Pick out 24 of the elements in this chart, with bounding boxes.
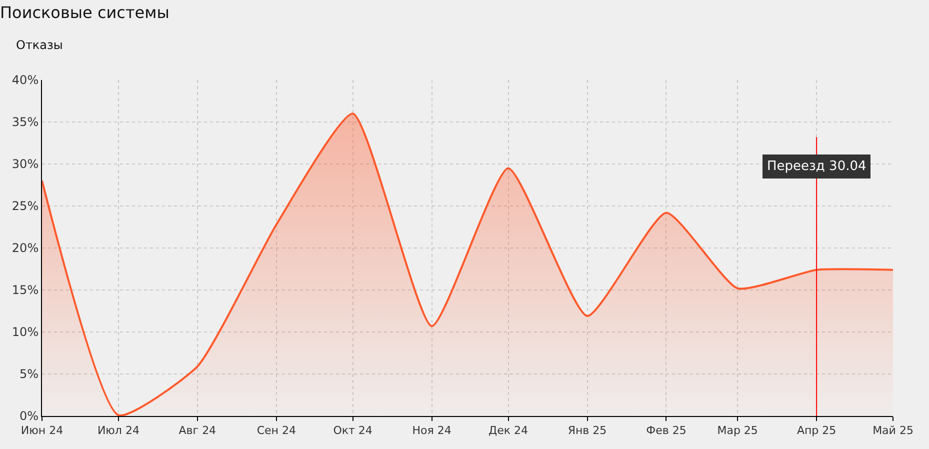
y-tick-label: 35% [12,115,39,130]
chart-subtitle: Отказы [16,38,63,52]
chart-title: Поисковые системы [0,2,170,22]
x-tick-label: Июн 24 [20,424,64,438]
ref-line-label: Переезд 30.04 [767,159,866,174]
x-tick-label: Фев 25 [646,424,686,438]
y-tick-label: 10% [12,325,39,340]
x-tick-label: Май 25 [872,424,914,438]
x-tick-label: Янв 25 [568,424,607,438]
y-tick-label: 5% [20,367,39,382]
x-tick-label: Сен 24 [256,424,296,438]
x-tick-label: Дек 24 [488,424,528,438]
x-tick-label: Мар 25 [717,424,758,438]
x-tick-label: Ноя 24 [412,424,452,438]
y-tick-label: 0% [20,409,39,424]
y-tick-label: 30% [12,157,39,172]
y-tick-label: 20% [12,241,39,256]
y-tick-label: 15% [12,283,39,298]
x-tick-label: Июл 24 [97,424,140,438]
x-tick-label: Апр 25 [796,424,836,438]
y-tick-label: 40% [12,73,39,88]
x-tick-label: Окт 24 [333,424,372,438]
y-tick-label: 25% [12,199,39,214]
x-tick-label: Авг 24 [178,424,216,438]
